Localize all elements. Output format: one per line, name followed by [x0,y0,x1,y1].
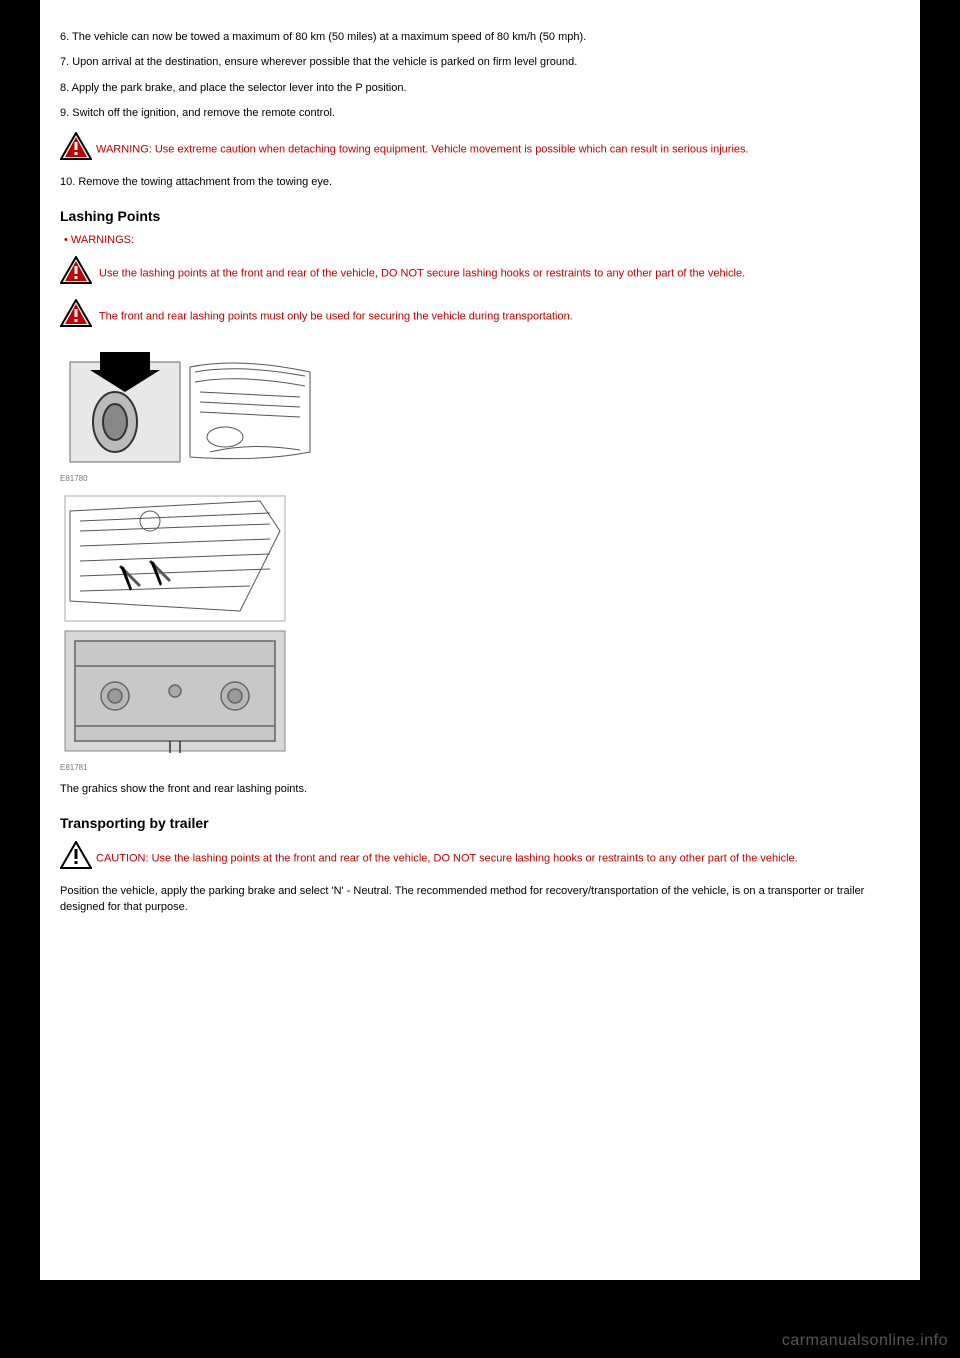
warning-triangle-icon [60,299,92,332]
position-text: Position the vehicle, apply the parking … [60,884,900,915]
warning-detach-text: WARNING: Use extreme caution when detach… [96,143,749,155]
step-6: 6. The vehicle can now be towed a maximu… [60,30,900,45]
graphics-caption: The grahics show the front and rear lash… [60,782,900,797]
caution-triangle-icon [60,841,92,874]
warning-lashing-2-text: The front and rear lashing points must o… [96,311,573,323]
diagram-rear-lashing: E81781 [60,491,900,772]
step-10: 10. Remove the towing attachment from th… [60,175,900,190]
warning-lashing-2: The front and rear lashing points must o… [60,299,900,332]
step-9: 9. Switch off the ignition, and remove t… [60,106,900,121]
warnings-bullet: • WARNINGS: [64,234,900,246]
warning-lashing-1-text: Use the lashing points at the front and … [96,268,745,280]
warning-triangle-icon [60,256,92,289]
diagram-front-lashing: E81780 [60,342,900,483]
warning-triangle-icon [60,132,92,165]
heading-trailer: Transporting by trailer [60,815,900,831]
step-7: 7. Upon arrival at the destination, ensu… [60,55,900,70]
caution-trailer: CAUTION: Use the lashing points at the f… [60,841,900,874]
warning-lashing-1: Use the lashing points at the front and … [60,256,900,289]
watermark: carmanualsonline.info [782,1332,948,1350]
diagram-label-front: E81780 [60,474,900,483]
step-8: 8. Apply the park brake, and place the s… [60,81,900,96]
warning-detach: WARNING: Use extreme caution when detach… [60,132,900,165]
diagram-label-rear: E81781 [60,763,900,772]
caution-trailer-text: CAUTION: Use the lashing points at the f… [96,853,798,865]
heading-lashing: Lashing Points [60,208,900,224]
page-content: 6. The vehicle can now be towed a maximu… [40,0,920,1280]
